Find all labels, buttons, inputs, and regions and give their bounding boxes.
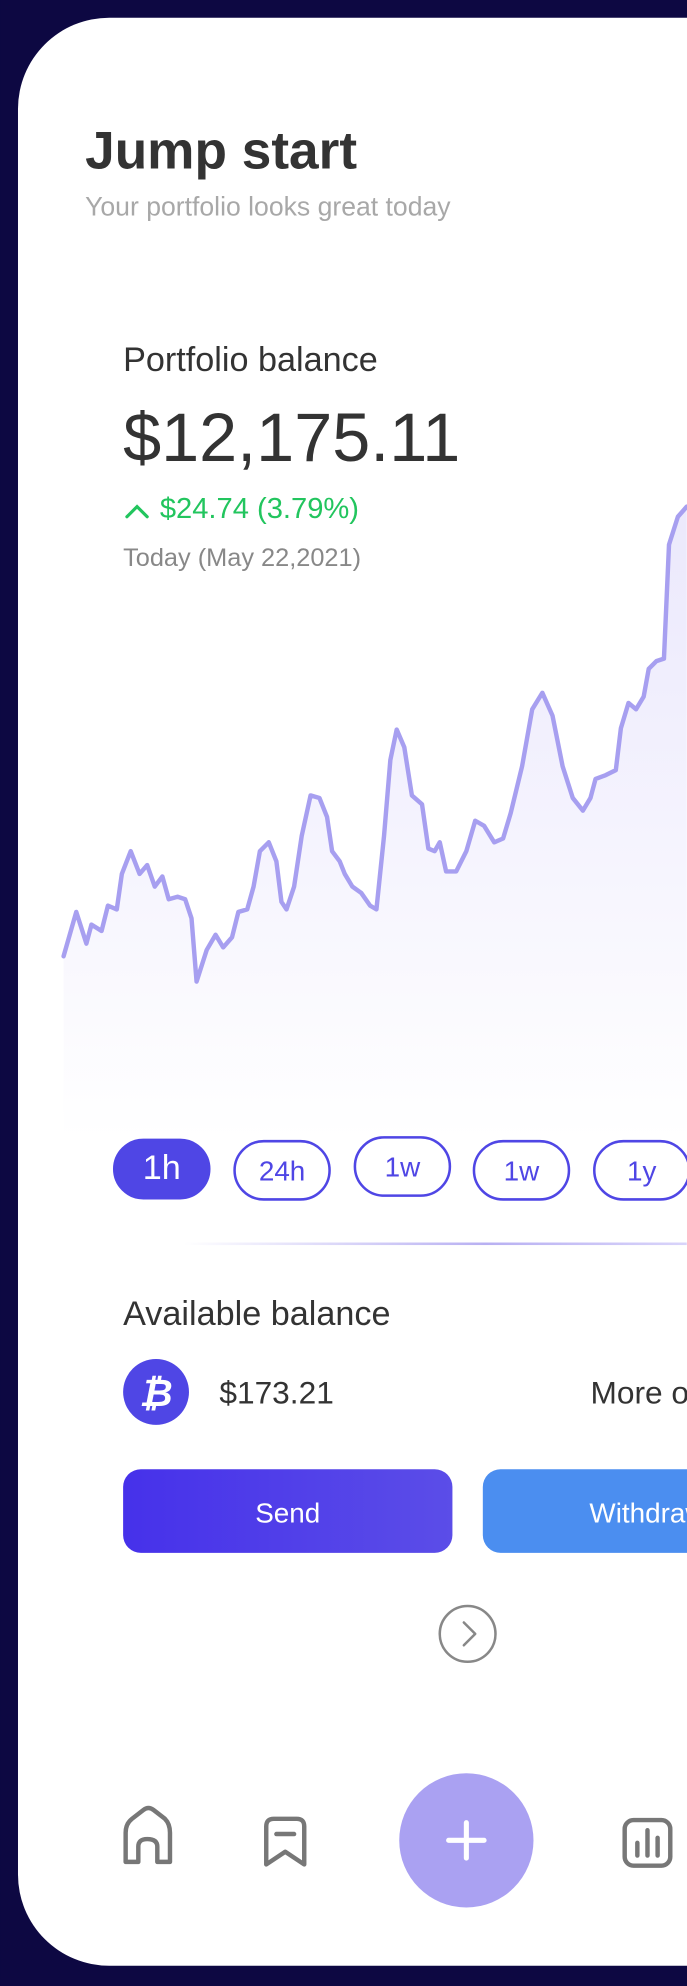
withdraw-button[interactable] [482,1469,687,1553]
portfolio-date: Today (May 22,2021) [123,544,361,572]
available-amount: $173.21 [219,1374,333,1410]
range-pill-label[interactable]: 24h [259,1155,305,1186]
available-label: Available balance [123,1295,390,1333]
next-arrow [462,1621,477,1647]
range-pill-label[interactable]: 1h [143,1149,181,1187]
stats-icon[interactable] [622,1817,673,1868]
next-button[interactable] [438,1604,497,1664]
coin-icon: ₿ [139,1373,172,1415]
portfolio-label: Portfolio balance [123,341,378,379]
home-icon[interactable] [123,1805,173,1865]
withdraw-label[interactable]: Withdraw [589,1497,687,1528]
range-pill[interactable] [353,1136,452,1197]
range-pills: 1h 24h 1w 1w 1y [112,1136,687,1201]
coin-icon-bg [123,1359,189,1425]
send-button[interactable] [123,1469,453,1553]
chart-area [63,506,687,1140]
more-options[interactable]: More options [590,1374,687,1410]
range-pill-label[interactable]: 1y [627,1155,656,1186]
range-pill[interactable] [472,1139,571,1201]
bookmark-icon[interactable] [264,1816,307,1867]
range-pill-label[interactable]: 1w [385,1152,421,1183]
add-icon [446,1820,487,1861]
send-label[interactable]: Send [255,1497,320,1528]
divider [183,1242,687,1246]
up-chevron [125,504,149,519]
subtitle: Your portfolio looks great today [85,191,451,221]
range-pill[interactable] [112,1138,211,1200]
title: Jump start [85,121,357,180]
range-pill[interactable] [593,1139,687,1201]
range-pill-label[interactable]: 1w [504,1155,540,1186]
chart-line [61,504,687,984]
portfolio-balance: $12,175.11 [123,400,460,476]
range-pill[interactable] [233,1139,331,1201]
stats-bars [635,1827,660,1858]
portfolio-change: $24.74 (3.79%) [160,493,359,525]
